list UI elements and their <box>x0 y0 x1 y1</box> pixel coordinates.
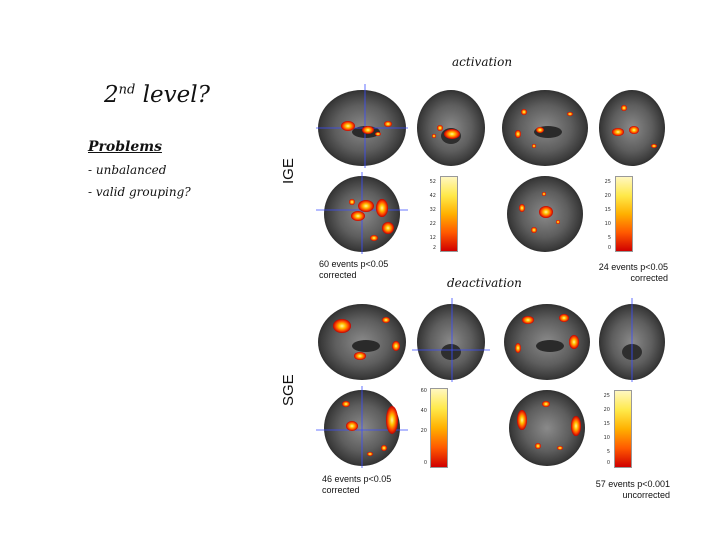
caption-line1: 46 events p<0.05 <box>322 474 392 484</box>
caption-line1: 24 events p<0.05 <box>598 262 668 272</box>
colorbar-tick-label: 20 <box>420 428 427 434</box>
deactivation-label: deactivation <box>447 276 522 290</box>
caption-line1: 57 events p<0.001 <box>595 479 670 489</box>
caption-line1: 60 events p<0.05 <box>319 259 389 269</box>
sge-deactivation-caption: 57 events p<0.001 uncorrected <box>570 479 670 501</box>
caption-line2: corrected <box>630 273 668 283</box>
ige-deactivation-sagittal <box>500 84 590 168</box>
ige-deactivation-coronal <box>594 84 670 168</box>
colorbar-tick-label: 20 <box>603 407 610 413</box>
colorbar-tick-label: 0 <box>606 460 610 466</box>
ige-deactivation-caption: 24 events p<0.05 corrected <box>574 262 668 284</box>
colorbar-tick-label: 12 <box>429 235 436 241</box>
ige-activation-sagittal <box>316 84 408 168</box>
colorbar-tick-label: 25 <box>604 179 611 185</box>
sge-activation-colorbar-ticks: 60 40 20 0 <box>413 388 427 466</box>
sge-deactivation-coronal <box>594 298 670 382</box>
bullet-unbalanced: - unbalanced <box>88 163 167 177</box>
row-label-sge: SGE <box>280 374 297 406</box>
ige-deactivation-axial <box>500 172 590 254</box>
caption-line2: corrected <box>322 485 360 495</box>
slide-title: 2nd level? <box>104 82 210 108</box>
colorbar-tick-label: 2 <box>432 245 436 251</box>
colorbar-tick-label: 10 <box>604 221 611 227</box>
colorbar-tick-label: 52 <box>429 179 436 185</box>
ige-activation-caption: 60 events p<0.05 corrected <box>319 259 388 281</box>
sge-activation-coronal <box>412 298 490 382</box>
sge-deactivation-colorbar <box>614 390 632 468</box>
sge-deactivation-colorbar-ticks: 25 20 15 10 5 0 <box>596 390 610 466</box>
colorbar-tick-label: 32 <box>429 207 436 213</box>
ige-activation-colorbar-ticks: 52 42 32 22 12 2 <box>422 176 436 251</box>
ige-activation-coronal <box>412 84 490 168</box>
problems-heading: Problems <box>88 139 162 155</box>
colorbar-tick-label: 0 <box>607 245 611 251</box>
title-rest: level? <box>135 82 210 108</box>
colorbar-tick-label: 40 <box>420 408 427 414</box>
sge-activation-axial <box>316 386 408 468</box>
sge-activation-sagittal <box>316 298 408 382</box>
sge-activation-colorbar <box>430 388 448 468</box>
ige-deactivation-colorbar-ticks: 25 20 15 10 5 0 <box>597 176 611 251</box>
activation-label: activation <box>452 55 513 69</box>
caption-line2: corrected <box>319 270 357 280</box>
colorbar-tick-label: 22 <box>429 221 436 227</box>
colorbar-tick-label: 5 <box>607 235 611 241</box>
sge-deactivation-sagittal <box>502 298 592 382</box>
colorbar-tick-label: 15 <box>604 207 611 213</box>
colorbar-tick-label: 10 <box>603 435 610 441</box>
sge-activation-caption: 46 events p<0.05 corrected <box>322 474 391 496</box>
ige-activation-colorbar <box>440 176 458 252</box>
title-sup: nd <box>118 82 136 98</box>
ige-deactivation-colorbar <box>615 176 633 252</box>
colorbar-tick-label: 0 <box>423 460 427 466</box>
colorbar-tick-label: 60 <box>420 388 427 394</box>
row-label-ige: IGE <box>280 158 297 184</box>
colorbar-tick-label: 20 <box>604 193 611 199</box>
bullet-valid-grouping: - valid grouping? <box>88 185 191 199</box>
colorbar-tick-label: 25 <box>603 393 610 399</box>
title-base: 2 <box>104 82 119 108</box>
colorbar-tick-label: 15 <box>603 421 610 427</box>
ige-activation-axial <box>316 172 408 254</box>
sge-deactivation-axial <box>502 386 592 468</box>
caption-line2: uncorrected <box>622 490 670 500</box>
colorbar-tick-label: 5 <box>606 449 610 455</box>
colorbar-tick-label: 42 <box>429 193 436 199</box>
